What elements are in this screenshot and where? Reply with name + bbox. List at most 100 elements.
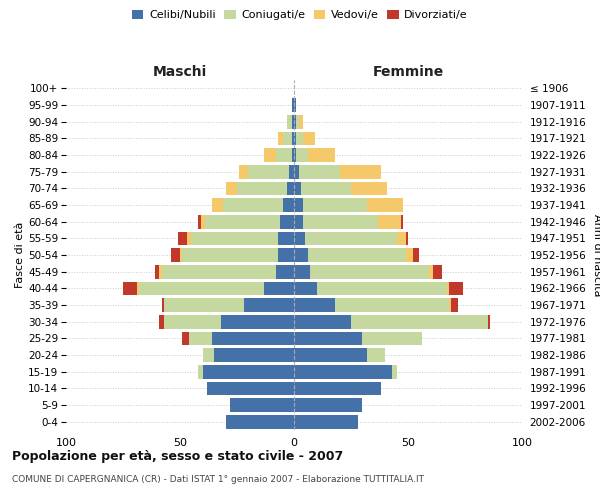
- Bar: [294, 282, 317, 295]
- Bar: [265, 282, 294, 295]
- Bar: [155, 265, 160, 278]
- Bar: [335, 298, 449, 312]
- Bar: [139, 282, 265, 295]
- Bar: [303, 215, 379, 228]
- Bar: [294, 182, 301, 195]
- Bar: [294, 348, 367, 362]
- Bar: [200, 215, 205, 228]
- Bar: [182, 248, 278, 262]
- Y-axis label: Fasce di età: Fasce di età: [16, 222, 25, 288]
- Bar: [287, 115, 292, 128]
- Bar: [401, 215, 403, 228]
- Bar: [137, 282, 139, 295]
- Bar: [294, 198, 303, 212]
- Bar: [187, 232, 191, 245]
- Text: Femmine: Femmine: [373, 65, 443, 79]
- Bar: [392, 365, 397, 378]
- Bar: [449, 298, 451, 312]
- Bar: [303, 132, 314, 145]
- Bar: [180, 248, 182, 262]
- Bar: [367, 348, 385, 362]
- Bar: [276, 148, 292, 162]
- Bar: [367, 198, 403, 212]
- Bar: [276, 265, 294, 278]
- Bar: [214, 348, 294, 362]
- Bar: [248, 165, 289, 178]
- Bar: [299, 165, 340, 178]
- Bar: [226, 182, 237, 195]
- Bar: [303, 198, 367, 212]
- Bar: [294, 165, 299, 178]
- Bar: [294, 315, 351, 328]
- Bar: [296, 148, 308, 162]
- Bar: [308, 248, 406, 262]
- Bar: [292, 148, 294, 162]
- Bar: [294, 215, 303, 228]
- Bar: [278, 232, 294, 245]
- Bar: [488, 315, 490, 328]
- Bar: [239, 165, 248, 178]
- Bar: [310, 265, 428, 278]
- Bar: [203, 348, 214, 362]
- Bar: [301, 182, 351, 195]
- Bar: [292, 132, 294, 145]
- Bar: [428, 265, 433, 278]
- Bar: [294, 115, 296, 128]
- Text: Popolazione per età, sesso e stato civile - 2007: Popolazione per età, sesso e stato civil…: [12, 450, 343, 463]
- Bar: [208, 382, 294, 395]
- Bar: [294, 332, 362, 345]
- Bar: [289, 165, 294, 178]
- Bar: [413, 248, 419, 262]
- Bar: [182, 332, 189, 345]
- Bar: [294, 365, 392, 378]
- Bar: [451, 298, 458, 312]
- Bar: [283, 198, 294, 212]
- Bar: [191, 232, 278, 245]
- Bar: [160, 315, 164, 328]
- Bar: [294, 132, 296, 145]
- Bar: [294, 415, 358, 428]
- Text: COMUNE DI CAPERGNANICA (CR) - Dati ISTAT 1° gennaio 2007 - Elaborazione TUTTITAL: COMUNE DI CAPERGNANICA (CR) - Dati ISTAT…: [12, 475, 424, 484]
- Bar: [244, 298, 294, 312]
- Bar: [212, 332, 294, 345]
- Bar: [406, 248, 413, 262]
- Bar: [278, 248, 294, 262]
- Bar: [308, 148, 335, 162]
- Bar: [294, 232, 305, 245]
- Bar: [160, 265, 162, 278]
- Bar: [433, 265, 442, 278]
- Bar: [162, 265, 276, 278]
- Bar: [237, 182, 287, 195]
- Bar: [223, 198, 283, 212]
- Bar: [351, 315, 488, 328]
- Legend: Celibi/Nubili, Coniugati/e, Vedovi/e, Divorziati/e: Celibi/Nubili, Coniugati/e, Vedovi/e, Di…: [128, 6, 472, 25]
- Bar: [406, 232, 408, 245]
- Bar: [283, 132, 292, 145]
- Y-axis label: Anni di nascita: Anni di nascita: [592, 214, 600, 296]
- Bar: [189, 332, 212, 345]
- Bar: [198, 215, 200, 228]
- Bar: [164, 298, 244, 312]
- Bar: [340, 165, 380, 178]
- Bar: [280, 215, 294, 228]
- Bar: [230, 398, 294, 412]
- Bar: [294, 382, 380, 395]
- Bar: [317, 282, 447, 295]
- Bar: [203, 365, 294, 378]
- Bar: [296, 132, 303, 145]
- Bar: [294, 265, 310, 278]
- Bar: [123, 282, 137, 295]
- Bar: [212, 198, 223, 212]
- Bar: [221, 315, 294, 328]
- Bar: [294, 298, 335, 312]
- Bar: [294, 148, 296, 162]
- Bar: [362, 332, 422, 345]
- Bar: [164, 315, 221, 328]
- Bar: [294, 98, 296, 112]
- Bar: [178, 232, 187, 245]
- Bar: [449, 282, 463, 295]
- Bar: [305, 232, 397, 245]
- Bar: [294, 248, 308, 262]
- Bar: [379, 215, 401, 228]
- Bar: [292, 115, 294, 128]
